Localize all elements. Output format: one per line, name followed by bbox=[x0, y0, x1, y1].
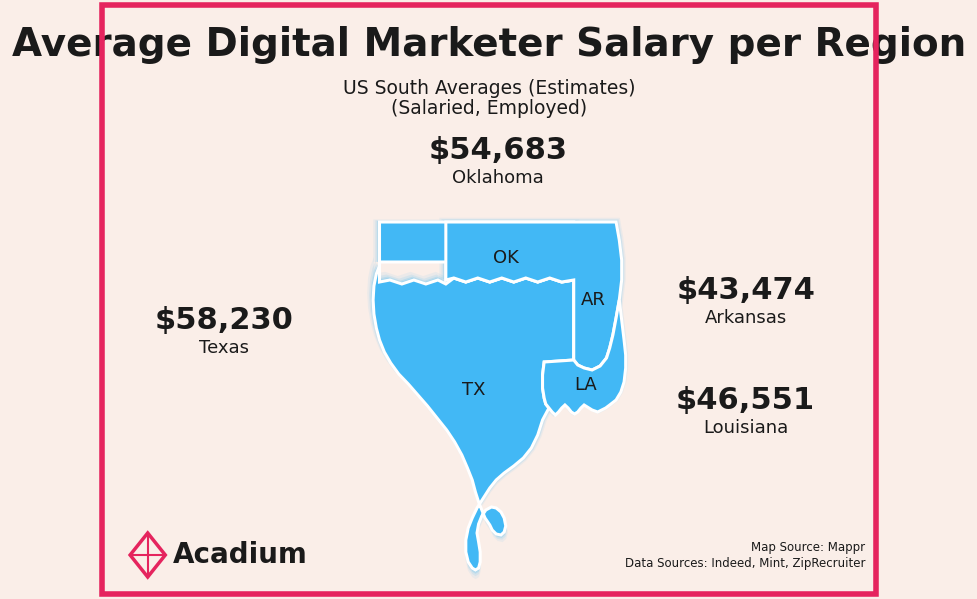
Polygon shape bbox=[377, 222, 574, 282]
Polygon shape bbox=[542, 300, 625, 415]
Polygon shape bbox=[540, 297, 626, 416]
Polygon shape bbox=[373, 219, 578, 283]
Polygon shape bbox=[372, 262, 573, 570]
Text: (Salaried, Employed): (Salaried, Employed) bbox=[391, 98, 586, 117]
Polygon shape bbox=[375, 220, 576, 283]
Polygon shape bbox=[446, 222, 621, 370]
Text: US South Averages (Estimates): US South Averages (Estimates) bbox=[342, 78, 635, 98]
Text: $43,474: $43,474 bbox=[675, 276, 814, 304]
Text: Data Sources: Indeed, Mint, ZipRecruiter: Data Sources: Indeed, Mint, ZipRecruiter bbox=[624, 558, 865, 570]
Polygon shape bbox=[539, 295, 627, 417]
Polygon shape bbox=[439, 218, 625, 374]
Text: $54,683: $54,683 bbox=[428, 135, 567, 165]
Polygon shape bbox=[366, 253, 579, 579]
Polygon shape bbox=[371, 260, 574, 572]
Polygon shape bbox=[444, 221, 622, 371]
Polygon shape bbox=[541, 298, 626, 416]
Text: Average Digital Marketer Salary per Region: Average Digital Marketer Salary per Regi… bbox=[12, 26, 965, 64]
Text: AR: AR bbox=[580, 291, 606, 309]
Text: TX: TX bbox=[461, 381, 485, 399]
Text: Arkansas: Arkansas bbox=[703, 309, 786, 327]
Polygon shape bbox=[443, 220, 622, 372]
Text: $46,551: $46,551 bbox=[675, 386, 814, 415]
Text: Map Source: Mappr: Map Source: Mappr bbox=[750, 541, 865, 555]
Polygon shape bbox=[441, 219, 623, 373]
Text: Oklahoma: Oklahoma bbox=[451, 169, 543, 187]
Polygon shape bbox=[368, 256, 577, 576]
Polygon shape bbox=[541, 299, 625, 416]
Text: LA: LA bbox=[573, 376, 597, 394]
Text: Louisiana: Louisiana bbox=[702, 419, 787, 437]
Text: Acadium: Acadium bbox=[173, 541, 308, 569]
Text: OK: OK bbox=[492, 249, 518, 267]
Polygon shape bbox=[376, 221, 575, 282]
Text: Texas: Texas bbox=[199, 339, 249, 357]
Text: $58,230: $58,230 bbox=[154, 305, 293, 334]
Polygon shape bbox=[379, 222, 573, 282]
Polygon shape bbox=[370, 258, 575, 574]
